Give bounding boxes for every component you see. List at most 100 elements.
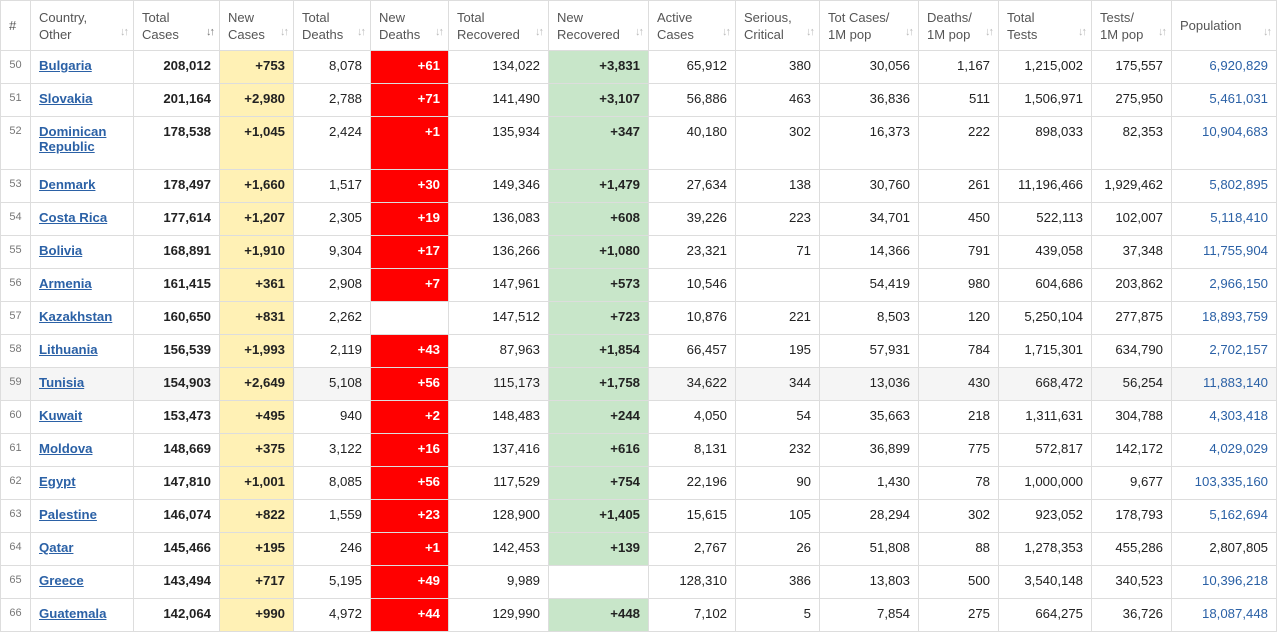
cell-population[interactable]: 2,966,150	[1171, 268, 1277, 302]
column-header-serious[interactable]: Serious, Critical ↓↑	[735, 0, 820, 51]
country-link[interactable]: Greece	[39, 573, 84, 588]
sort-icon[interactable]: ↓↑	[357, 26, 366, 38]
cell-population[interactable]: 4,303,418	[1171, 400, 1277, 434]
cell-new-deaths: +19	[370, 202, 449, 236]
sort-icon[interactable]: ↓↑	[120, 26, 129, 38]
sort-icon[interactable]: ↓↑	[806, 26, 815, 38]
country-link[interactable]: Armenia	[39, 276, 92, 291]
cell-tot-1m: 36,836	[819, 83, 919, 117]
cell-deaths-1m: 78	[918, 466, 999, 500]
column-header-label: Deaths/	[927, 9, 972, 25]
cell-total-deaths: 2,908	[293, 268, 371, 302]
country-link[interactable]: Qatar	[39, 540, 74, 555]
cell-population[interactable]: 4,029,029	[1171, 433, 1277, 467]
cell-new-recovered: +616	[548, 433, 649, 467]
cell-population[interactable]: 11,755,904	[1171, 235, 1277, 269]
cell-population[interactable]: 6,920,829	[1171, 50, 1277, 84]
column-header-active[interactable]: Active Cases ↓↑	[648, 0, 736, 51]
column-header-label: Cases	[228, 26, 265, 42]
country-link[interactable]: Bolivia	[39, 243, 83, 258]
column-header-idx[interactable]: #	[0, 0, 31, 51]
cell-idx: 55	[0, 235, 31, 269]
cell-population[interactable]: 5,802,895	[1171, 169, 1277, 203]
cell-population[interactable]: 11,883,140	[1171, 367, 1277, 401]
cell-tot-1m: 35,663	[819, 400, 919, 434]
cell-total-tests: 1,506,971	[998, 83, 1092, 117]
country-link[interactable]: Dominican Republic	[39, 124, 107, 154]
country-link[interactable]: Tunisia	[39, 375, 85, 390]
cell-serious: 26	[735, 532, 820, 566]
column-header-new-recovered[interactable]: New Recovered ↓↑	[548, 0, 649, 51]
cell-total-tests: 898,033	[998, 116, 1092, 170]
column-header-population[interactable]: Population ↓↑	[1171, 0, 1277, 51]
sort-icon[interactable]: ↓↑	[1158, 26, 1167, 38]
country-link[interactable]: Palestine	[39, 507, 97, 522]
column-header-country[interactable]: Country, Other ↓↑	[30, 0, 134, 51]
column-header-label: 1M pop	[828, 26, 872, 42]
cell-total-deaths: 2,305	[293, 202, 371, 236]
sort-icon[interactable]: ↓↑	[985, 26, 994, 38]
cell-population[interactable]: 10,396,218	[1171, 565, 1277, 599]
column-header-total-recovered[interactable]: Total Recovered ↓↑	[448, 0, 549, 51]
cell-population[interactable]: 10,904,683	[1171, 116, 1277, 170]
country-link[interactable]: Egypt	[39, 474, 76, 489]
cell-country: Tunisia	[30, 367, 134, 401]
cell-population[interactable]: 2,702,157	[1171, 334, 1277, 368]
column-header-tot-1m[interactable]: Tot Cases/1M pop ↓↑	[819, 0, 919, 51]
cell-active: 128,310	[648, 565, 736, 599]
cell-deaths-1m: 791	[918, 235, 999, 269]
cell-idx: 54	[0, 202, 31, 236]
country-link[interactable]: Denmark	[39, 177, 96, 192]
country-link[interactable]: Costa Rica	[39, 210, 108, 225]
column-header-tests-1m[interactable]: Tests/1M pop ↓↑	[1091, 0, 1172, 51]
column-header-label: Total	[142, 9, 170, 25]
cell-population[interactable]: 5,162,694	[1171, 499, 1277, 533]
cell-new-deaths: +30	[370, 169, 449, 203]
country-link[interactable]: Kazakhstan	[39, 309, 113, 324]
cell-tot-1m: 13,803	[819, 565, 919, 599]
column-header-total-cases[interactable]: Total Cases ↓↑	[133, 0, 220, 51]
sort-icon[interactable]: ↓↑	[905, 26, 914, 38]
cell-total-deaths: 4,972	[293, 598, 371, 632]
cell-serious: 223	[735, 202, 820, 236]
cell-population[interactable]: 18,893,759	[1171, 301, 1277, 335]
column-header-deaths-1m[interactable]: Deaths/1M pop ↓↑	[918, 0, 999, 51]
cell-new-recovered: +3,831	[548, 50, 649, 84]
column-header-total-deaths[interactable]: Total Deaths ↓↑	[293, 0, 371, 51]
sort-icon[interactable]: ↓↑	[635, 26, 644, 38]
column-header-total-tests[interactable]: Total Tests ↓↑	[998, 0, 1092, 51]
cell-population[interactable]: 5,461,031	[1171, 83, 1277, 117]
country-link[interactable]: Lithuania	[39, 342, 98, 357]
cell-total-recovered: 141,490	[448, 83, 549, 117]
cell-new-cases: +753	[219, 50, 294, 84]
sort-icon[interactable]: ↓↑	[280, 26, 289, 38]
sort-icon[interactable]: ↓↑	[1078, 26, 1087, 38]
cell-tests-1m: 142,172	[1091, 433, 1172, 467]
cell-active: 2,767	[648, 532, 736, 566]
cell-new-deaths: +61	[370, 50, 449, 84]
cell-population[interactable]: 18,087,448	[1171, 598, 1277, 632]
cell-total-tests: 5,250,104	[998, 301, 1092, 335]
cell-population[interactable]: 5,118,410	[1171, 202, 1277, 236]
country-link[interactable]: Guatemala	[39, 606, 107, 621]
country-link[interactable]: Bulgaria	[39, 58, 92, 73]
cell-serious: 71	[735, 235, 820, 269]
sort-icon[interactable]: ↓↑	[435, 26, 444, 38]
country-link[interactable]: Slovakia	[39, 91, 93, 106]
cell-population[interactable]: 103,335,160	[1171, 466, 1277, 500]
sort-icon[interactable]: ↓↑	[206, 26, 215, 38]
table-row: 61 Moldova 148,669 +375 3,122 +16 137,416 +616 8…	[0, 433, 1277, 467]
column-header-new-deaths[interactable]: New Deaths ↓↑	[370, 0, 449, 51]
country-link[interactable]: Moldova	[39, 441, 93, 456]
cell-deaths-1m: 302	[918, 499, 999, 533]
country-link[interactable]: Kuwait	[39, 408, 83, 423]
cell-new-deaths: +43	[370, 334, 449, 368]
sort-icon[interactable]: ↓↑	[1263, 26, 1272, 38]
sort-icon[interactable]: ↓↑	[722, 26, 731, 38]
cell-tests-1m: 36,726	[1091, 598, 1172, 632]
column-header-new-cases[interactable]: New Cases ↓↑	[219, 0, 294, 51]
cell-total-recovered: 147,961	[448, 268, 549, 302]
cell-total-deaths: 8,078	[293, 50, 371, 84]
cell-tot-1m: 1,430	[819, 466, 919, 500]
sort-icon[interactable]: ↓↑	[535, 26, 544, 38]
